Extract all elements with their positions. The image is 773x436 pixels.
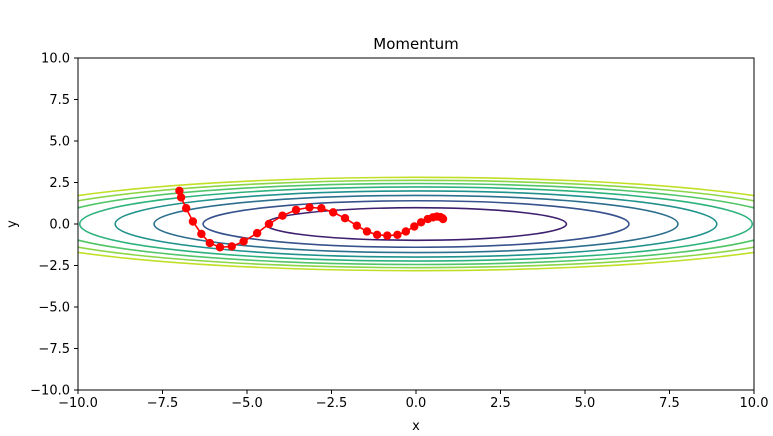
- x-tick-label: 7.5: [659, 396, 680, 411]
- y-tick-label: 2.5: [49, 176, 70, 191]
- x-tick-label: −10.0: [58, 396, 98, 411]
- trajectory-point: [317, 204, 326, 213]
- trajectory-point: [362, 227, 372, 236]
- trajectory-point: [416, 218, 426, 227]
- trajectory-point: [227, 242, 236, 251]
- trajectory-point: [410, 222, 419, 231]
- x-tick-label: 2.5: [490, 396, 511, 411]
- trajectory-point: [393, 230, 402, 239]
- contour-level-6: [78, 182, 754, 266]
- trajectory-point: [252, 228, 262, 238]
- trajectory-point: [215, 243, 225, 252]
- y-axis-label: y: [5, 220, 20, 228]
- x-axis-label: x: [412, 419, 420, 432]
- trajectory-point: [278, 211, 287, 220]
- y-tick-label: −2.5: [38, 259, 70, 274]
- trajectory-point: [188, 217, 198, 226]
- trajectory-point: [352, 221, 362, 230]
- trajectory-point: [340, 213, 350, 223]
- x-tick-label: 10.0: [740, 396, 769, 411]
- trajectory-point: [181, 204, 191, 213]
- trajectory-point: [372, 230, 382, 239]
- trajectory-point: [291, 205, 301, 215]
- chart-title: Momentum: [373, 35, 458, 53]
- x-tick-label: 0.0: [406, 396, 427, 411]
- trajectory-point: [383, 231, 392, 240]
- x-tick-label: −7.5: [147, 396, 179, 411]
- trajectory-point: [176, 193, 186, 202]
- y-tick-label: 10.0: [41, 52, 70, 67]
- y-tick-label: 5.0: [49, 135, 70, 150]
- trajectory-point: [175, 186, 184, 195]
- trajectory-point: [401, 227, 411, 236]
- x-axis: −10.0 −7.5 −5.0 −2.5 0.0 2.5 5.0 7.5 10.0: [58, 390, 768, 411]
- trajectory-point: [205, 238, 215, 248]
- y-axis: −10.0 −7.5 −5.0 −2.5 0.0 2.5 5.0 7.5 10.0: [30, 52, 78, 399]
- trajectory-point: [264, 219, 274, 229]
- x-tick-label: −2.5: [316, 396, 348, 411]
- contour-level-4: [114, 190, 718, 258]
- contour-level-2: [202, 199, 630, 249]
- contour-level-5: [78, 186, 754, 262]
- y-tick-label: −10.0: [30, 384, 70, 399]
- trajectory-point: [438, 214, 448, 224]
- y-tick-label: −7.5: [38, 342, 70, 357]
- trajectory-point: [328, 208, 338, 217]
- x-tick-label: −5.0: [231, 396, 263, 411]
- contour-level-8: [78, 176, 754, 272]
- y-tick-label: −5.0: [38, 301, 70, 316]
- trajectory-point: [197, 229, 206, 239]
- trajectory-point: [239, 237, 248, 246]
- x-tick-label: 5.0: [575, 396, 596, 411]
- trajectory-layer: [175, 186, 448, 252]
- trajectory-point: [305, 203, 314, 212]
- y-tick-label: 0.0: [49, 218, 70, 233]
- contour-level-3: [153, 194, 679, 254]
- contour-layer: [78, 176, 754, 272]
- contour-level-7: [78, 179, 754, 269]
- y-tick-label: 7.5: [49, 93, 70, 108]
